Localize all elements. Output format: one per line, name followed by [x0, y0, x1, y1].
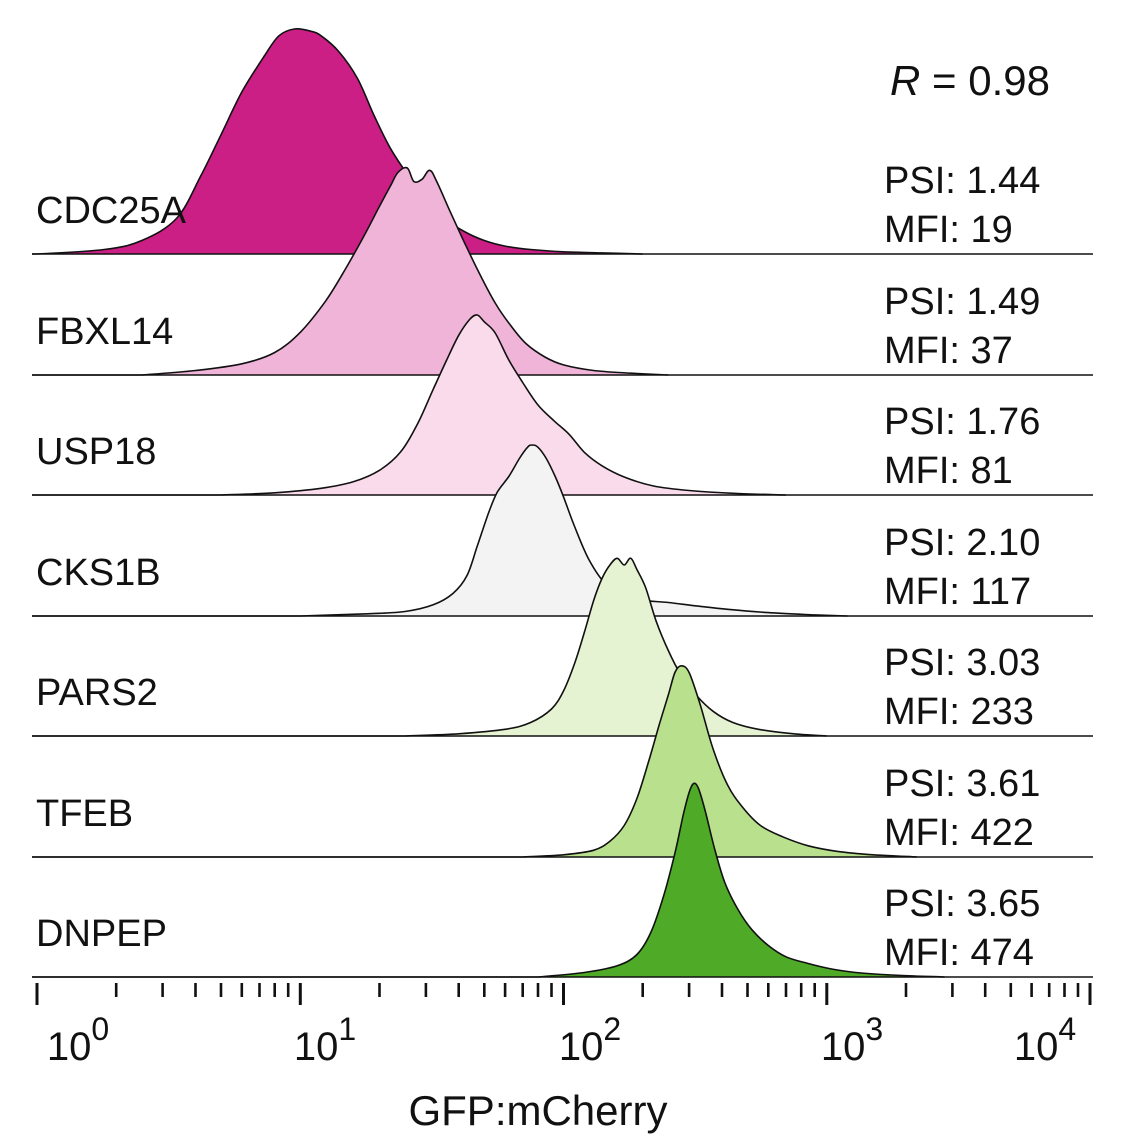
mfi-label-cdc25a: MFI: 19: [884, 209, 1013, 251]
histogram-row-pars2: PARS2 PSI: 3.03 MFI: 233: [32, 557, 1093, 737]
histogram-outline-usp18: [32, 314, 787, 496]
x-tick-exponent: 3: [865, 1011, 883, 1047]
psi-label-pars2: PSI: 3.03: [884, 642, 1040, 684]
histogram-fill-fbxl14: [32, 167, 669, 375]
sample-label-cdc25a: CDC25A: [36, 190, 187, 232]
histogram-fill-cdc25a: [32, 28, 643, 255]
histogram-outline-cdc25a: [32, 28, 643, 255]
histogram-row-cks1b: CKS1B PSI: 2.10 MFI: 117: [32, 444, 1093, 617]
histogram-outline-fbxl14: [32, 166, 669, 376]
x-tick-exponent: 2: [603, 1011, 621, 1047]
x-tick-base: 10: [47, 1025, 92, 1069]
x-tick-label: 101: [294, 1011, 356, 1069]
histogram-outline-pars2: [32, 557, 827, 737]
x-tick-base: 10: [821, 1025, 866, 1069]
histogram-fill-pars2: [32, 558, 827, 736]
mfi-label-tfeb: MFI: 422: [884, 812, 1034, 854]
histogram-rows: CDC25A PSI: 1.44 MFI: 19 FBXL14 PSI: 1.49 MFI…: [32, 28, 1093, 978]
psi-label-cdc25a: PSI: 1.44: [884, 160, 1040, 202]
histogram-row-cdc25a: CDC25A PSI: 1.44 MFI: 19: [32, 28, 1093, 255]
sample-label-dnpep: DNPEP: [36, 913, 167, 955]
histogram-outline-cks1b: [32, 444, 848, 617]
mfi-label-cks1b: MFI: 117: [884, 571, 1031, 613]
x-tick-base: 10: [294, 1025, 339, 1069]
mfi-label-dnpep: MFI: 474: [884, 932, 1034, 974]
x-tick-label: 100: [47, 1011, 109, 1069]
sample-label-tfeb: TFEB: [36, 793, 133, 835]
x-tick-exponent: 0: [91, 1011, 109, 1047]
psi-label-fbxl14: PSI: 1.49: [884, 281, 1040, 323]
histogram-outline-dnpep: [32, 782, 945, 978]
psi-label-cks1b: PSI: 2.10: [884, 522, 1040, 564]
x-tick-label: 102: [559, 1011, 621, 1069]
x-tick-exponent: 4: [1058, 1011, 1076, 1047]
sample-label-usp18: USP18: [36, 431, 156, 473]
correlation-annotation: R = 0.98: [890, 57, 1050, 104]
histogram-row-fbxl14: FBXL14 PSI: 1.49 MFI: 37: [32, 166, 1093, 376]
histogram-fill-tfeb: [32, 665, 917, 857]
psi-label-usp18: PSI: 1.76: [884, 401, 1040, 443]
annotation-r-symbol: R: [890, 57, 920, 104]
annotation-r-value: = 0.98: [920, 57, 1050, 104]
x-tick-base: 10: [559, 1025, 604, 1069]
x-tick-label: 103: [821, 1011, 883, 1069]
mfi-label-pars2: MFI: 233: [884, 691, 1034, 733]
histogram-row-dnpep: DNPEP PSI: 3.65 MFI: 474: [32, 782, 1093, 978]
mfi-label-usp18: MFI: 81: [884, 450, 1013, 492]
sample-label-cks1b: CKS1B: [36, 552, 161, 594]
x-axis-label: GFP:mCherry: [408, 1087, 667, 1134]
histogram-outline-tfeb: [32, 665, 917, 858]
psi-label-tfeb: PSI: 3.61: [884, 763, 1040, 805]
sample-label-pars2: PARS2: [36, 672, 158, 714]
x-tick-exponent: 1: [338, 1011, 356, 1047]
mfi-label-fbxl14: MFI: 37: [884, 330, 1013, 372]
x-tick-label: 104: [1014, 1011, 1076, 1069]
histogram-fill-dnpep: [32, 783, 945, 977]
sample-label-fbxl14: FBXL14: [36, 311, 173, 353]
psi-label-dnpep: PSI: 3.65: [884, 883, 1040, 925]
x-axis: 100 101 102 103 104: [35, 983, 1092, 1069]
x-tick-base: 10: [1014, 1025, 1059, 1069]
histogram-fill-usp18: [32, 314, 786, 495]
